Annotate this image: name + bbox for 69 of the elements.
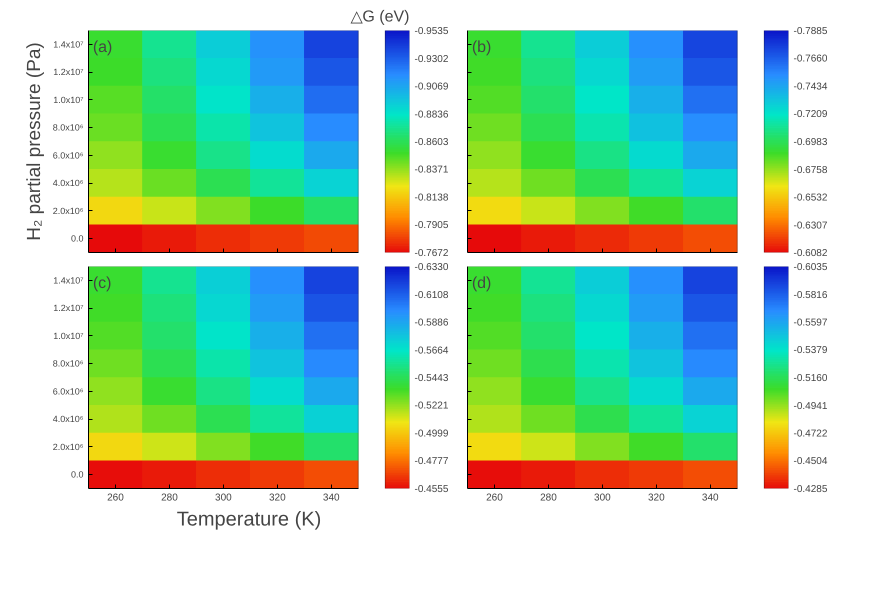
color-bar-label: -0.6330: [414, 262, 449, 273]
color-bar-label: -0.9535: [414, 26, 449, 37]
color-bar-label: -0.8836: [414, 109, 449, 120]
color-bar-label: -0.5379: [794, 345, 828, 356]
y-tick-label: 6.0x10⁶: [52, 150, 84, 160]
color-bar-label: -0.5221: [414, 400, 449, 412]
x-tick-label: 260: [486, 492, 504, 504]
color-bar-label: -0.4999: [414, 428, 449, 440]
color-bar-label: -0.7660: [794, 54, 828, 65]
x-tick-label: 260: [107, 492, 124, 504]
y-tick-label: 8.0x10⁶: [52, 122, 84, 133]
y-tick-label: 0.0: [70, 234, 84, 244]
color-bar-label: -0.8371: [414, 164, 449, 176]
x-tick-label: 320: [648, 492, 666, 504]
x-tick-label: 300: [215, 492, 232, 504]
color-bar-label: -0.5443: [414, 372, 449, 384]
color-bar-label: -0.4504: [794, 456, 828, 468]
y-tick-label: 0.0: [70, 470, 84, 480]
color-bar-label: -0.5816: [794, 290, 828, 301]
y-tick-label: 4.0x10⁶: [52, 414, 84, 424]
color-bar-label: -0.6758: [794, 164, 828, 176]
color-bar-label: -0.7672: [414, 248, 449, 259]
color-bar-label: -0.6532: [794, 192, 828, 204]
color-bar-label: -0.9069: [414, 82, 449, 93]
color-bar-label: -0.6983: [794, 137, 828, 148]
y-tick-label: 6.0x10⁶: [52, 386, 84, 396]
y-tick-label: 1.0x10⁷: [53, 94, 84, 105]
annotation: (d): [472, 274, 492, 292]
color-bar-label: -0.4941: [794, 400, 828, 412]
y-tick-label: 1.2x10⁷: [53, 67, 84, 78]
color-bar-label: -0.5664: [414, 345, 449, 356]
color-bar-label: -0.8138: [414, 192, 449, 204]
color-bar-label: -0.4777: [414, 456, 449, 468]
y-tick-label: 1.4x10⁷: [53, 275, 84, 286]
color-bar-label: -0.7209: [794, 109, 828, 120]
color-bar-label: -0.6307: [794, 220, 828, 232]
color-bar-label: -0.7885: [794, 26, 828, 37]
color-bar-label: -0.7905: [414, 220, 449, 232]
color-bar-label: -0.5886: [414, 318, 449, 329]
y-tick-label: 4.0x10⁶: [52, 178, 84, 188]
x-tick-label: 340: [322, 492, 340, 504]
color-bar-label: -0.6082: [794, 248, 828, 259]
color-bar-label: -0.4555: [414, 484, 449, 495]
color-bar-label: -0.5597: [794, 318, 828, 329]
y-tick-label: 2.0x10⁶: [52, 442, 84, 452]
y-tick-label: 1.4x10⁷: [53, 39, 84, 50]
x-tick-label: 320: [268, 492, 286, 504]
y-tick-label: 1.2x10⁷: [53, 303, 84, 314]
annotation: (b): [472, 38, 492, 56]
color-bar-label: -0.8603: [414, 137, 449, 148]
annotation: (a): [92, 38, 112, 56]
color-bar-label: -0.6035: [794, 262, 828, 273]
color-bar-label: -0.4722: [794, 428, 828, 440]
color-bar-label: -0.4285: [794, 484, 828, 495]
color-bar-label: -0.7434: [794, 82, 828, 93]
y-tick-label: 1.0x10⁷: [53, 330, 84, 341]
y-tick-label: 8.0x10⁶: [52, 358, 84, 369]
y-tick-label: 2.0x10⁶: [52, 206, 84, 216]
annotation: (c): [92, 274, 112, 292]
color-bar-label: -0.9302: [414, 54, 449, 65]
color-bar-label: -0.6108: [414, 290, 449, 301]
y-axis-title: H₂ partial pressure (Pa): [24, 42, 45, 241]
x-tick-label: 300: [594, 492, 612, 504]
x-axis-title: Temperature (K): [176, 508, 322, 530]
x-tick-label: 280: [161, 492, 178, 504]
color-bar-label: -0.5160: [794, 373, 828, 384]
color-bar-title: △G (eV): [350, 8, 410, 26]
x-tick-label: 340: [702, 492, 720, 504]
x-tick-label: 280: [540, 492, 558, 504]
